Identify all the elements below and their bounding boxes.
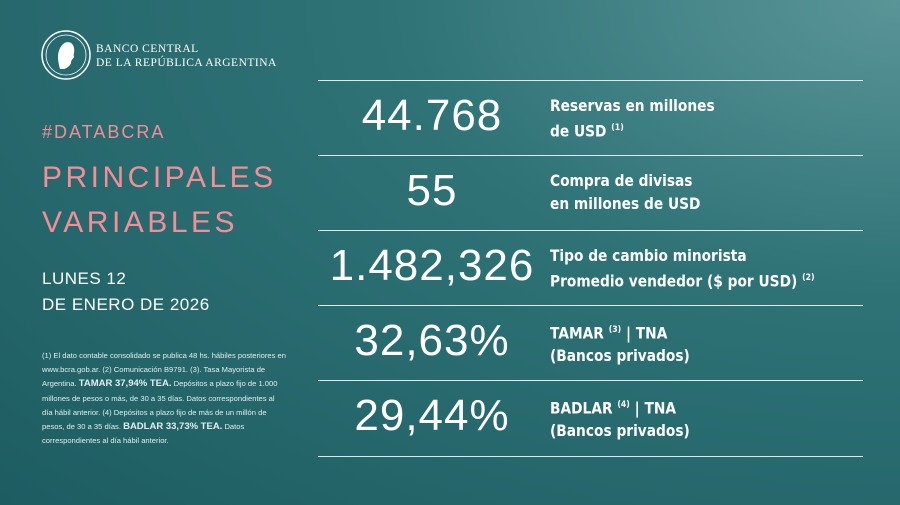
variable-row: 1.482,326 Tipo de cambio minorista Promedi… [318,230,863,306]
footnote-text: Depósitos a plazo fijo de 1.000 millones… [42,379,278,432]
variable-label: TAMAR (3) | TNA (Bancos privados) [550,319,690,367]
variable-value: 44.768 [361,91,503,140]
date: LUNES 12 DE ENERO DE 2026 [42,266,210,318]
label-text: BADLAR [550,398,613,418]
label-line: (Bancos privados) [550,419,690,442]
bank-line: BANCO CENTRAL [96,43,199,55]
label-line: Tipo de cambio minorista [550,244,815,267]
label-line: BADLAR (4) | TNA [550,394,690,419]
footnote-text: (1) El dato contable consolidado se publ… [42,351,286,389]
label-line: (Bancos privados) [550,344,690,367]
footnote-ref: (1) [611,123,624,133]
label-line: Compra de divisas [550,169,700,192]
variable-value: 32,63% [354,316,510,365]
variable-value: 55 [406,166,458,215]
label-line: Promedio vendedor ($ por USD) (2) [550,267,815,292]
footnote: (1) El dato contable consolidado se publ… [42,349,287,448]
label-text: | TNA [634,398,677,418]
label-text: Promedio vendedor ($ por USD) [550,271,798,291]
title-line: PRINCIPALES [42,161,277,194]
label-text: de USD [550,121,607,141]
variable-row: 44.768 Reservas en millones de USD (1) [318,80,863,156]
label-line: Reservas en millones [550,94,715,117]
label-text: (Bancos privados) [550,346,690,366]
date-line: DE ENERO DE 2026 [42,295,210,314]
variable-value: 29,44% [354,391,510,440]
variable-label: Tipo de cambio minorista Promedio vendedo… [550,244,815,292]
footnote-ref: (2) [802,273,815,283]
label-text: Reservas en millones [550,96,715,115]
label-text: en millones de USD [550,194,701,213]
variable-value: 1.482,326 [329,241,535,290]
footnote-text: Datos correspondientes al día hábil ante… [42,422,245,446]
label-text: Compra de divisas [550,171,693,190]
title-line: VARIABLES [42,206,239,239]
label-text: | TNA [625,323,668,343]
label-line: en millones de USD [550,192,700,215]
title: PRINCIPALES VARIABLES [42,155,277,245]
hashtag: #DATABCRA [42,122,166,142]
variable-row: 55 Compra de divisas en millones de USD [318,155,863,231]
date-line: LUNES 12 [42,269,127,288]
footnote-ref: (3) [608,325,622,335]
bank-line: DE LA REPÚBLICA ARGENTINA [96,57,277,69]
variable-label: Compra de divisas en millones de USD [550,169,700,215]
label-text: (Bancos privados) [550,421,690,441]
variable-row: 29,44% BADLAR (4) | TNA (Bancos privados) [318,380,863,457]
label-line: de USD (1) [550,117,715,142]
variable-label: BADLAR (4) | TNA (Bancos privados) [550,394,690,442]
variable-label: Reservas en millones de USD (1) [550,94,715,142]
footnote-bold: TAMAR 37,94% TEA. [78,378,172,390]
footnote-bold: BADLAR 33,73% TEA. [123,421,223,433]
logo [41,30,91,80]
label-text: TAMAR [550,323,604,343]
label-text: Tipo de cambio minorista [550,246,747,265]
variable-row: 32,63% TAMAR (3) | TNA (Bancos privados) [318,305,863,381]
bank-name: BANCO CENTRAL DE LA REPÚBLICA ARGENTINA [96,42,277,70]
footnote-ref: (4) [617,400,630,410]
label-line: TAMAR (3) | TNA [550,319,690,344]
